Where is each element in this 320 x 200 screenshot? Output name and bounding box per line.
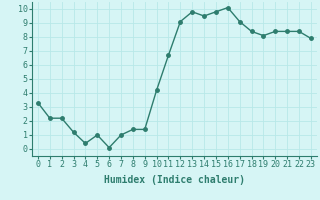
X-axis label: Humidex (Indice chaleur): Humidex (Indice chaleur) [104,175,245,185]
